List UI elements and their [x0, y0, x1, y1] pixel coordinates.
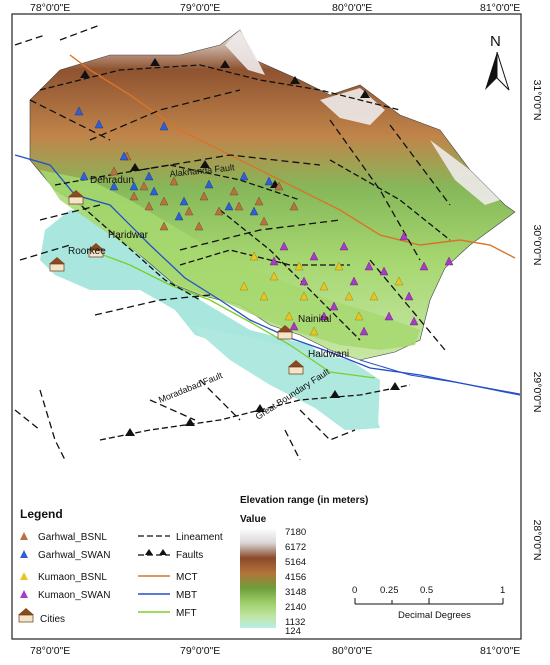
- river: [359, 359, 521, 395]
- city-label-haridwar: Haridwar: [108, 230, 149, 241]
- legend-cities-label: Cities: [40, 614, 65, 625]
- scale-tick-05: 0.5: [420, 585, 433, 596]
- city-dehradun-icon: [68, 190, 84, 205]
- coord-bottom-78: 78°0'0"E: [30, 645, 70, 657]
- legend-lineament-label: Lineament: [176, 532, 223, 543]
- north-arrow-label: N: [490, 33, 501, 50]
- elevation-tick-3148: 3148: [285, 587, 306, 598]
- lowland-band: [40, 170, 420, 350]
- north-arrow-icon: [485, 51, 510, 91]
- city-label-haldwani: Haldwani: [308, 349, 349, 360]
- city-label-dehradun: Dehradun: [90, 175, 134, 186]
- mft-line: [89, 249, 376, 379]
- elevation-tick-124: 124: [285, 626, 301, 637]
- coord-bottom-81: 81°0'0"E: [480, 645, 520, 657]
- legend-kumaon-bsnl-icon: [20, 572, 28, 580]
- coord-bottom-80: 80°0'0"E: [332, 645, 372, 657]
- legend-city-hut-icon: [18, 608, 34, 623]
- scale-bar: [354, 598, 504, 605]
- city-haldwani-icon: [288, 360, 304, 375]
- city-label-nainital: Nainital: [298, 314, 331, 325]
- coord-right-28: 28°0'0"N: [531, 520, 543, 561]
- elevation-tick-7180: 7180: [285, 527, 306, 538]
- legend-title: Legend: [20, 507, 63, 521]
- elevation-title: Elevation range (in meters): [240, 495, 368, 506]
- elevation-tick-1132: 1132: [285, 617, 305, 628]
- legend-mft-label: MFT: [176, 608, 197, 619]
- scale-unit-label: Decimal Degrees: [398, 610, 471, 621]
- snow-peaks: [225, 30, 500, 205]
- legend-mbt-label: MBT: [176, 590, 197, 601]
- fault-triangles: [80, 58, 400, 436]
- elevation-colorbar: [240, 528, 276, 628]
- coord-right-31: 31°0'0"N: [531, 80, 543, 121]
- garhwal-swan-markers: [74, 106, 274, 221]
- city-haridwar-icon: [88, 243, 104, 258]
- city-label-roorkee: Roorkee: [68, 246, 106, 257]
- coord-right-29: 29°0'0"N: [531, 372, 543, 413]
- coord-top-81: 81°0'0"E: [480, 2, 520, 14]
- moradabad-fault-label: Moradabad Fault: [157, 370, 224, 405]
- coord-right-30: 30°0'0"N: [531, 225, 543, 266]
- mct-line: [69, 54, 516, 259]
- kumaon-bsnl-markers: [239, 251, 404, 336]
- coord-top-78: 78°0'0"E: [30, 2, 70, 14]
- elevation-tick-6172: 6172: [285, 542, 306, 553]
- legend-kumaon-swan-label: Kumaon_SWAN: [38, 590, 110, 601]
- legend-faults-symbol: [138, 549, 170, 556]
- scale-tick-0: 0: [352, 585, 357, 596]
- city-nainital-icon: [277, 325, 293, 340]
- legend-faults-label: Faults: [176, 550, 203, 561]
- legend-garhwal-bsnl-label: Garhwal_BSNL: [38, 532, 107, 543]
- plains-lower: [190, 325, 380, 430]
- legend-kumaon-swan-icon: [20, 590, 28, 598]
- legend-garhwal-bsnl-icon: [20, 532, 28, 540]
- garhwal-bsnl-markers: [109, 151, 299, 231]
- legend-garhwal-swan-label: Garhwal_SWAN: [38, 550, 110, 561]
- kumaon-swan-markers: [269, 231, 454, 336]
- elevation-tick-4156: 4156: [285, 572, 306, 583]
- coord-bottom-79: 79°0'0"E: [180, 645, 220, 657]
- legend-kumaon-bsnl-label: Kumaon_BSNL: [38, 572, 107, 583]
- scale-tick-025: 0.25: [380, 585, 399, 596]
- scale-tick-1: 1: [500, 585, 505, 596]
- elevation-value-label: Value: [240, 514, 267, 525]
- elevation-tick-2140: 2140: [285, 602, 306, 613]
- coord-top-79: 79°0'0"E: [180, 2, 220, 14]
- city-roorkee-icon: [49, 257, 65, 272]
- map-border: [11, 13, 522, 640]
- coord-top-80: 80°0'0"E: [332, 2, 372, 14]
- elevation-tick-5164: 5164: [285, 557, 306, 568]
- legend-garhwal-swan-icon: [20, 550, 28, 558]
- legend-mct-label: MCT: [176, 572, 198, 583]
